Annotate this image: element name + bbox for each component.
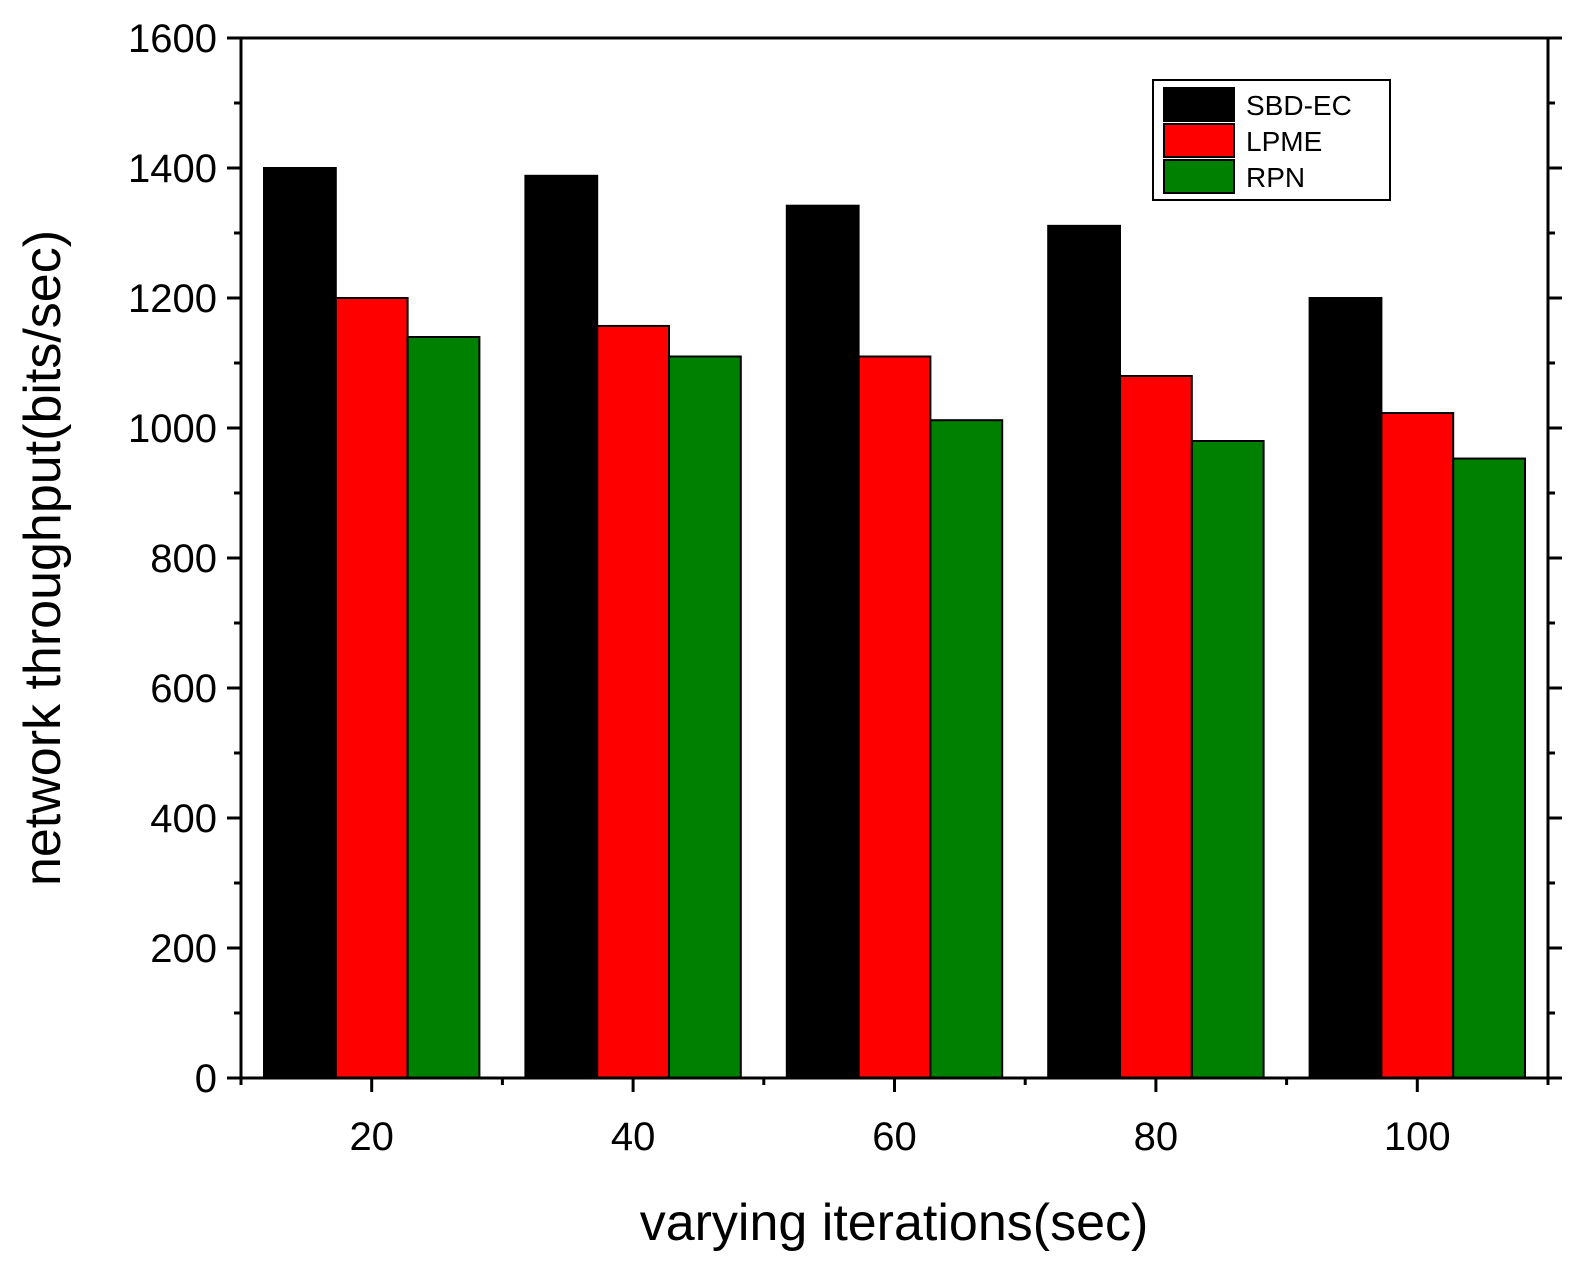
axis-ticks [227, 36, 1562, 1092]
y-tick-label: 600 [150, 667, 217, 711]
x-tick-label: 20 [349, 1115, 394, 1159]
bar-lpme-60 [857, 355, 932, 1079]
x-tick-label: 100 [1384, 1115, 1451, 1159]
legend-label-rpn: RPN [1246, 162, 1305, 193]
x-tick-label: 60 [872, 1115, 917, 1159]
legend: SBD-EC LPME RPN [1152, 79, 1391, 201]
legend-swatch-rpn [1163, 159, 1235, 194]
bar-rpn-40 [668, 355, 742, 1079]
legend-label-lpme: LPME [1246, 126, 1322, 157]
y-tick-label: 1400 [128, 147, 217, 191]
x-tick-labels: 20 40 60 80 100 [349, 1115, 1450, 1159]
y-axis-title: network throughput(bits/sec) [14, 230, 72, 886]
bar-lpme-40 [596, 324, 671, 1079]
x-axis-title: varying iterations(sec) [640, 1194, 1149, 1252]
bar-sbd-ec-60 [785, 204, 860, 1079]
legend-swatch-sbd-ec [1163, 87, 1235, 122]
y-tick-label: 0 [195, 1057, 217, 1101]
y-tick-labels: 0 200 400 600 800 1000 1200 1400 1600 [128, 17, 217, 1101]
bar-rpn-60 [929, 419, 1004, 1079]
bar-lpme-100 [1380, 412, 1455, 1079]
y-tick-label: 200 [150, 927, 217, 971]
bar-sbd-ec-20 [263, 167, 337, 1079]
bar-sbd-ec-100 [1308, 297, 1383, 1079]
bars-group [263, 167, 1526, 1080]
bar-sbd-ec-80 [1047, 224, 1121, 1080]
y-tick-label: 800 [150, 537, 217, 581]
bar-lpme-80 [1119, 375, 1193, 1079]
y-tick-label: 1200 [128, 277, 217, 321]
bar-lpme-20 [334, 297, 409, 1079]
y-tick-label: 400 [150, 797, 217, 841]
x-tick-label: 40 [611, 1115, 656, 1159]
bar-rpn-80 [1190, 440, 1265, 1079]
y-tick-label: 1000 [128, 407, 217, 451]
legend-label-sbd-ec: SBD-EC [1246, 90, 1352, 121]
bar-rpn-100 [1452, 457, 1526, 1079]
y-tick-label: 1600 [128, 17, 217, 61]
bar-rpn-20 [406, 336, 481, 1079]
legend-swatch-lpme [1163, 123, 1235, 158]
bar-sbd-ec-40 [524, 174, 599, 1080]
x-tick-label: 80 [1134, 1115, 1179, 1159]
